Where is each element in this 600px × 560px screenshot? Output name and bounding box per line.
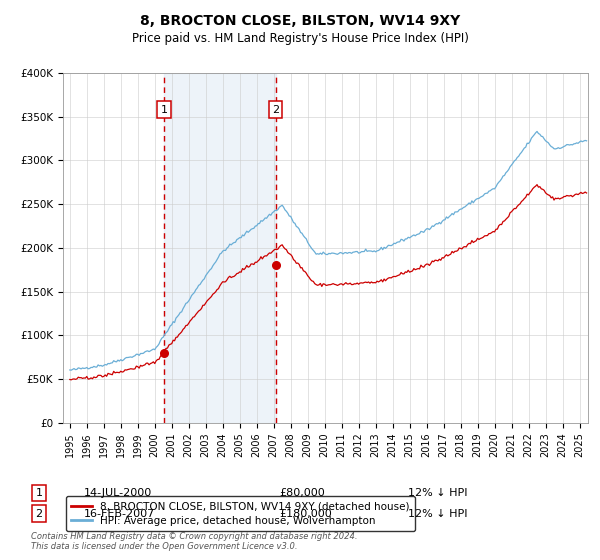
Text: 8, BROCTON CLOSE, BILSTON, WV14 9XY: 8, BROCTON CLOSE, BILSTON, WV14 9XY: [140, 14, 460, 28]
Text: £180,000: £180,000: [279, 508, 332, 519]
Legend: 8, BROCTON CLOSE, BILSTON, WV14 9XY (detached house), HPI: Average price, detach: 8, BROCTON CLOSE, BILSTON, WV14 9XY (det…: [65, 496, 415, 531]
Text: 16-FEB-2007: 16-FEB-2007: [84, 508, 155, 519]
Bar: [164, 73, 276, 423]
Text: Contains HM Land Registry data © Crown copyright and database right 2024.: Contains HM Land Registry data © Crown c…: [31, 532, 358, 541]
Text: 2: 2: [35, 508, 43, 519]
Text: £80,000: £80,000: [279, 488, 325, 498]
Text: 12% ↓ HPI: 12% ↓ HPI: [408, 508, 467, 519]
Text: Price paid vs. HM Land Registry's House Price Index (HPI): Price paid vs. HM Land Registry's House …: [131, 32, 469, 45]
Text: 1: 1: [160, 105, 167, 115]
Text: 1: 1: [35, 488, 43, 498]
Text: This data is licensed under the Open Government Licence v3.0.: This data is licensed under the Open Gov…: [31, 542, 298, 550]
Text: 2: 2: [272, 105, 279, 115]
Text: 14-JUL-2000: 14-JUL-2000: [84, 488, 152, 498]
Text: 12% ↓ HPI: 12% ↓ HPI: [408, 488, 467, 498]
